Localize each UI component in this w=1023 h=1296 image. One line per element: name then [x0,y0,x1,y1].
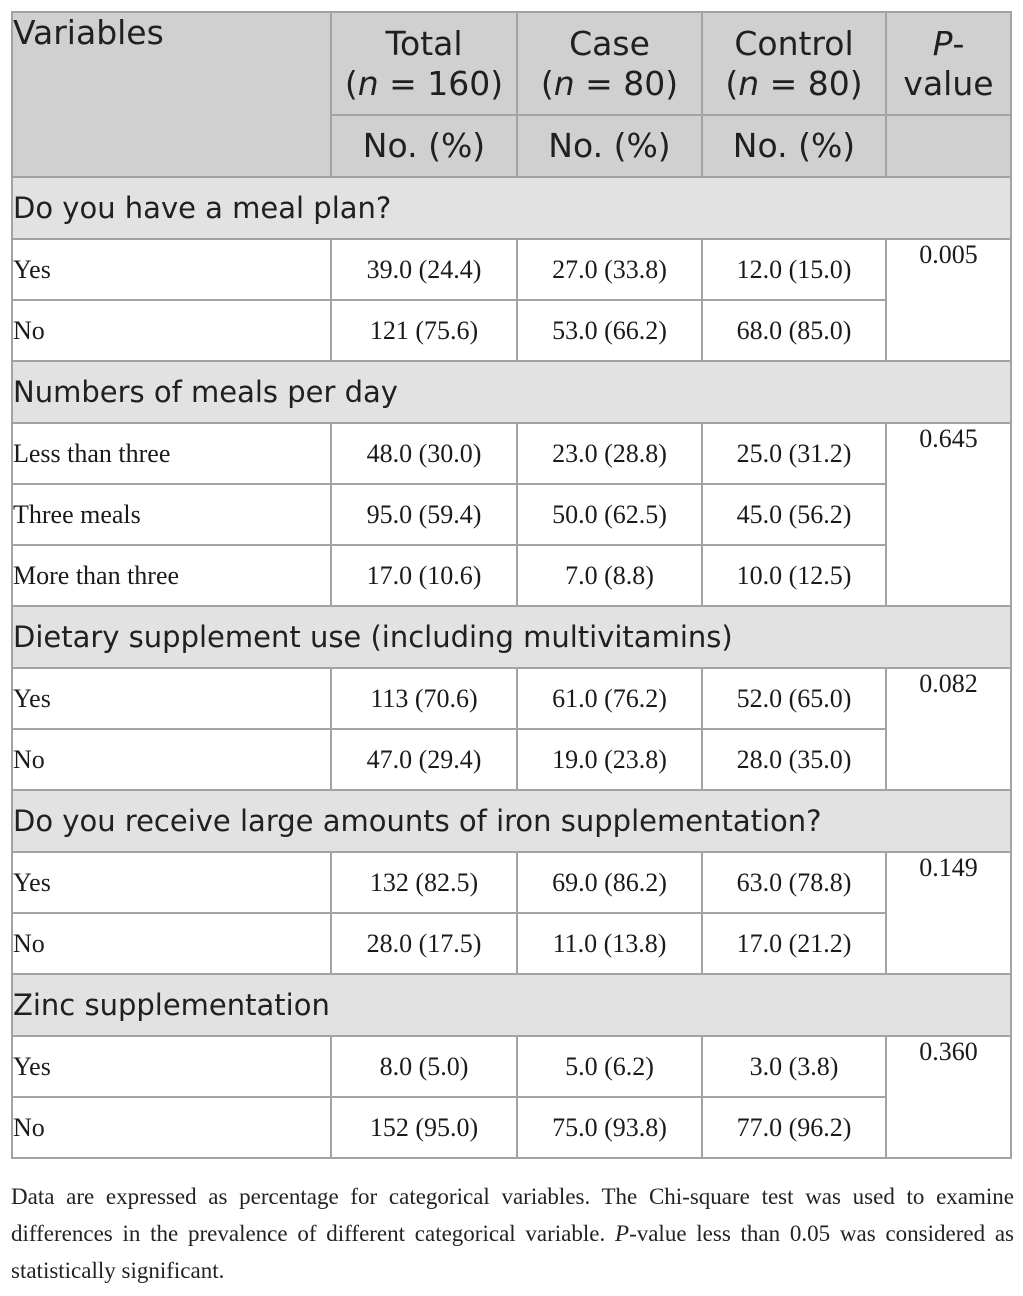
case-cell: 75.0 (93.8) [516,1096,703,1159]
table-row: Yes 39.0 (24.4) 27.0 (33.8) 12.0 (15.0) 0.00… [11,238,1012,362]
case-header-n: (n = 80) [540,63,679,103]
total-header-n: (n = 160) [344,63,504,103]
pvalue-header: P- value [885,11,1012,116]
table-row: Yes 132 (82.5) 69.0 (86.2) 63.0 (78.8) 0.149 [11,851,1012,975]
case-cell: 11.0 (13.8) [516,912,703,975]
pvalue-cell: 0.149 [885,851,1012,975]
row-label: Yes [11,667,332,730]
total-cell: 47.0 (29.4) [330,728,518,791]
section-row: Do you receive large amounts of iron sup… [11,789,1012,853]
row-label: No [11,1096,332,1159]
case-cell: 61.0 (76.2) [516,667,703,730]
case-cell: 50.0 (62.5) [516,483,703,546]
total-cell: 39.0 (24.4) [330,238,518,301]
pvalue-cell: 0.645 [885,422,1012,607]
control-cell: 52.0 (65.0) [701,667,887,730]
pvalue-cell: 0.360 [885,1035,1012,1159]
total-header-title: Total [385,23,463,63]
control-header-n: (n = 80) [725,63,863,103]
control-cell: 12.0 (15.0) [701,238,887,301]
control-header: Control (n = 80) [701,11,887,116]
case-cell: 27.0 (33.8) [516,238,703,301]
section-title: Dietary supplement use (including multiv… [11,605,1012,669]
total-subheader: No. (%) [330,114,518,178]
row-label: Yes [11,851,332,914]
variables-header: Variables [11,11,332,178]
control-cell: 28.0 (35.0) [701,728,887,791]
total-cell: 95.0 (59.4) [330,483,518,546]
row-label: Less than three [11,422,332,485]
row-label: No [11,912,332,975]
total-cell: 152 (95.0) [330,1096,518,1159]
table-footnote: Data are expressed as percentage for cat… [11,1184,1014,1283]
table-row: Less than three 48.0 (30.0) 23.0 (28.8) 25.… [11,422,1012,607]
total-cell: 17.0 (10.6) [330,544,518,607]
total-cell: 8.0 (5.0) [330,1035,518,1098]
control-cell: 17.0 (21.2) [701,912,887,975]
control-cell: 25.0 (31.2) [701,422,887,485]
section-row: Do you have a meal plan? [11,176,1012,240]
case-cell: 23.0 (28.8) [516,422,703,485]
section-title: Do you receive large amounts of iron sup… [11,789,1012,853]
case-cell: 7.0 (8.8) [516,544,703,607]
control-cell: 45.0 (56.2) [701,483,887,546]
table-row: No 47.0 (29.4) 19.0 (23.8) 28.0 (35.0) [11,728,1011,791]
case-subheader: No. (%) [516,114,703,178]
control-subheader: No. (%) [701,114,887,178]
total-cell: 132 (82.5) [330,851,518,914]
case-cell: 19.0 (23.8) [516,728,703,791]
total-cell: 48.0 (30.0) [330,422,518,485]
section-title: Zinc supplementation [11,973,1012,1037]
total-cell: 121 (75.6) [330,299,518,362]
section-row: Dietary supplement use (including multiv… [11,605,1012,669]
section-row: Zinc supplementation [11,973,1012,1037]
table-row: No 121 (75.6) 53.0 (66.2) 68.0 (85.0) [11,299,1011,362]
row-label: No [11,728,332,791]
section-title: Do you have a meal plan? [11,176,1012,240]
control-cell: 10.0 (12.5) [701,544,887,607]
control-cell: 68.0 (85.0) [701,299,887,362]
table-row: More than three 17.0 (10.6) 7.0 (8.8) 10.0 … [11,544,1011,607]
table-row: No 28.0 (17.5) 11.0 (13.8) 17.0 (21.2) [11,912,1011,975]
pvalue-subheader-empty [885,114,1012,178]
table-row: Yes 113 (70.6) 61.0 (76.2) 52.0 (65.0) 0.082 [11,667,1012,791]
row-label: Three meals [11,483,332,546]
pvalue-cell: 0.082 [885,667,1012,791]
case-cell: 5.0 (6.2) [516,1035,703,1098]
total-header: Total (n = 160) [330,11,518,116]
total-cell: 28.0 (17.5) [330,912,518,975]
control-cell: 63.0 (78.8) [701,851,887,914]
control-cell: 3.0 (3.8) [701,1035,887,1098]
table-row: No 152 (95.0) 75.0 (93.8) 77.0 (96.2) [11,1096,1011,1159]
row-label: Yes [11,238,332,301]
table-row: Yes 8.0 (5.0) 5.0 (6.2) 3.0 (3.8) 0.360 [11,1035,1012,1159]
case-header: Case (n = 80) [516,11,703,116]
row-label: More than three [11,544,332,607]
section-row: Numbers of meals per day [11,360,1012,424]
section-title: Numbers of meals per day [11,360,1012,424]
pvalue-cell: 0.005 [885,238,1012,362]
row-label: No [11,299,332,362]
case-cell: 69.0 (86.2) [516,851,703,914]
case-cell: 53.0 (66.2) [516,299,703,362]
header-row: Variables Total (n = 160) Case (n = 80) … [11,11,1012,178]
row-label: Yes [11,1035,332,1098]
total-cell: 113 (70.6) [330,667,518,730]
control-cell: 77.0 (96.2) [701,1096,887,1159]
control-header-title: Control [734,23,854,63]
table-row: Three meals 95.0 (59.4) 50.0 (62.5) 45.0 (5… [11,483,1011,546]
subheader-row: No. (%) No. (%) No. (%) [12,114,1012,178]
data-table: Variables Total (n = 160) Case (n = 80) … [11,11,1012,1159]
case-header-title: Case [569,23,650,63]
